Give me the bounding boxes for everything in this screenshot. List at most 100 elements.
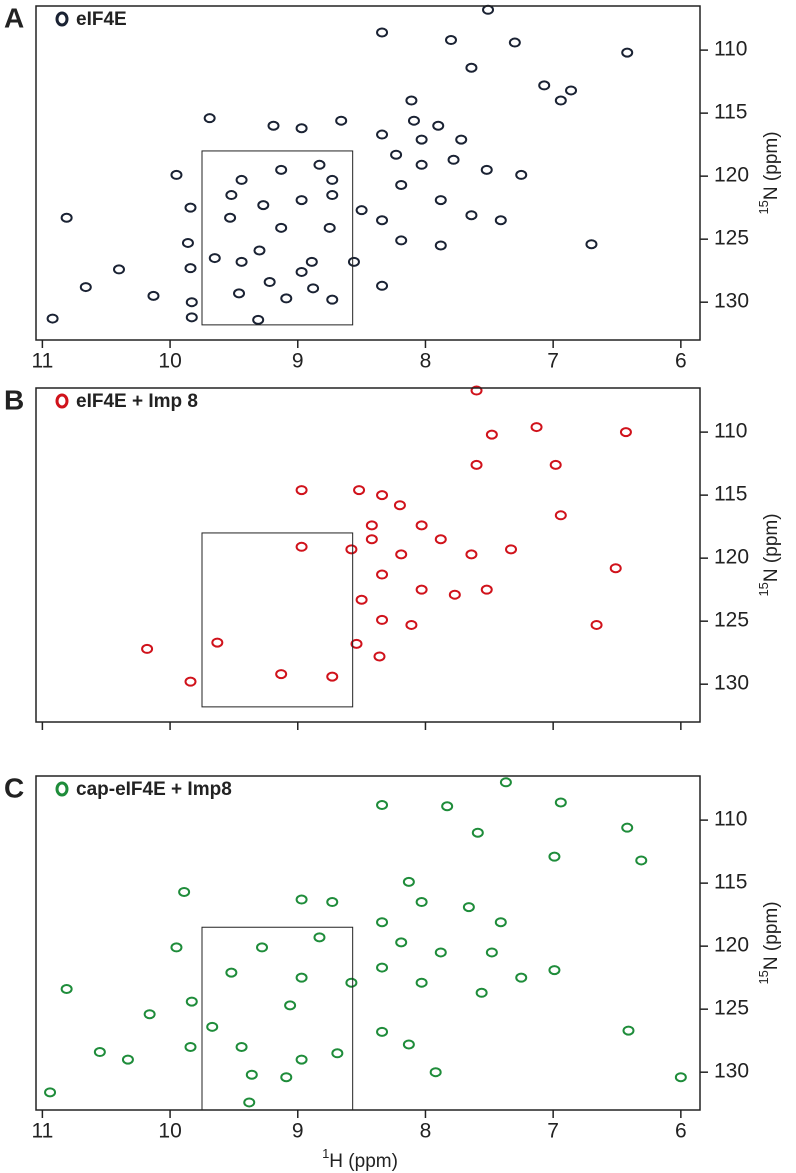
- plot-frame: [35, 5, 701, 341]
- peak: [465, 549, 478, 560]
- peak: [376, 129, 389, 140]
- panel-letter: A: [4, 2, 24, 33]
- peak: [307, 283, 320, 294]
- y-tick-label: 130: [714, 290, 749, 313]
- peak: [184, 676, 197, 687]
- region-box: [201, 532, 354, 708]
- panel-letter: B: [4, 384, 24, 415]
- peak: [674, 1072, 687, 1083]
- peak: [284, 1000, 297, 1011]
- y-tick-label: 120: [714, 546, 749, 569]
- peak: [143, 1009, 156, 1020]
- peak: [345, 544, 358, 555]
- peak: [407, 115, 420, 126]
- peak: [415, 584, 428, 595]
- peak: [494, 917, 507, 928]
- x-label-isotope: 1: [322, 1146, 329, 1161]
- x-tick-label: 7: [547, 1120, 559, 1143]
- peak: [355, 594, 368, 605]
- peak: [485, 429, 498, 440]
- x-label-text: H (ppm): [329, 1151, 398, 1172]
- peak: [313, 159, 326, 170]
- peak: [390, 149, 403, 160]
- peak: [235, 174, 248, 185]
- peak: [538, 80, 551, 91]
- peak: [256, 942, 269, 953]
- peak: [295, 266, 308, 277]
- peak: [295, 1054, 308, 1065]
- peak: [113, 264, 125, 275]
- y-tick-label: 110: [714, 38, 747, 61]
- y-label-isotope: 15: [756, 200, 771, 214]
- peak: [465, 62, 478, 73]
- peak: [331, 1048, 344, 1059]
- peak: [253, 245, 266, 256]
- x-tick-label: 10: [158, 350, 181, 373]
- region-box: [201, 926, 354, 1111]
- peak: [206, 1021, 219, 1032]
- peak: [79, 282, 92, 293]
- legend-text: eIF4E: [76, 9, 127, 30]
- x-tick-label: 8: [420, 350, 432, 373]
- peak: [235, 1041, 248, 1052]
- peak: [185, 996, 198, 1007]
- peak: [376, 1026, 389, 1037]
- peak: [441, 801, 454, 812]
- peak: [211, 637, 224, 648]
- y-tick-label: 115: [714, 871, 747, 894]
- region-box: [201, 150, 354, 326]
- plot-frame: [35, 387, 701, 723]
- peak: [376, 799, 389, 810]
- y-axis-label: 15N (ppm): [756, 131, 782, 214]
- x-tick-label: 11: [31, 1120, 53, 1143]
- peak: [252, 314, 265, 325]
- peak: [295, 541, 308, 552]
- peak: [353, 485, 366, 496]
- peak: [376, 27, 389, 38]
- peak: [181, 237, 194, 248]
- peak: [170, 942, 183, 953]
- peak: [365, 534, 378, 545]
- peak: [415, 977, 428, 988]
- x-tick-label: 8: [420, 1120, 432, 1143]
- peak: [141, 643, 154, 654]
- peak: [485, 947, 498, 958]
- peak: [565, 85, 578, 96]
- peak: [295, 195, 308, 206]
- y-tick-label: 125: [714, 609, 749, 632]
- peak: [275, 164, 288, 175]
- peak: [280, 1072, 293, 1083]
- peak: [295, 972, 308, 983]
- peak: [395, 235, 408, 246]
- peak: [470, 459, 483, 470]
- x-tick-label: 9: [292, 1120, 304, 1143]
- peak: [465, 210, 478, 221]
- peak: [243, 1097, 256, 1108]
- peak: [184, 1041, 197, 1052]
- peak: [621, 47, 634, 58]
- peak: [429, 1067, 442, 1078]
- peak: [508, 37, 521, 48]
- peak: [185, 297, 198, 308]
- peak: [395, 549, 408, 560]
- peak: [548, 851, 561, 862]
- y-tick-label: 115: [714, 101, 747, 124]
- peak: [448, 589, 461, 600]
- peak: [405, 619, 418, 630]
- peak: [245, 1069, 258, 1080]
- x-tick-label: 7: [547, 350, 559, 373]
- y-tick-label: 125: [714, 227, 749, 250]
- peak: [184, 263, 197, 274]
- peak: [515, 972, 528, 983]
- peak: [121, 1054, 134, 1065]
- peak: [203, 113, 216, 124]
- peak: [347, 256, 360, 267]
- peak: [376, 215, 389, 226]
- peak: [305, 256, 318, 267]
- peak: [295, 123, 308, 134]
- peak: [323, 222, 336, 233]
- peak: [622, 1025, 635, 1036]
- y-tick-label: 110: [714, 808, 747, 831]
